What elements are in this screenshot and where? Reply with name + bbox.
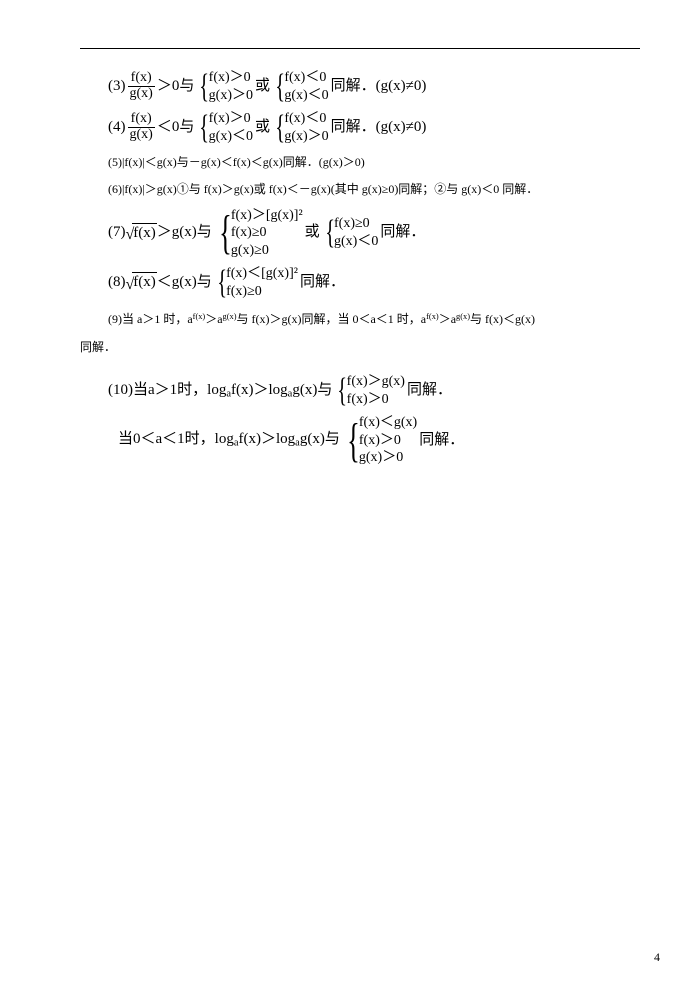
num-4: (4) [108,118,126,138]
page-number: 4 [654,950,660,965]
item-9: (9)当 a＞1 时，af(x)＞ag(x)与 f(x)＞g(x)同解，当 0＜… [80,306,640,332]
cases-8: { f(x)＜[g(x)]² f(x)≥0 [214,265,298,300]
cases-7a: { f(x)＞[g(x)]² f(x)≥0 g(x)≥0 [214,207,303,260]
num-3: (3) [108,77,126,97]
num-7: (7) [108,223,126,243]
item-10a: (10)当a＞1时，logaf(x)＞logag(x)与 { f(x)＞g(x)… [80,373,640,408]
item-10b: 当0＜a＜1时，logaf(x)＞logag(x)与 { f(x)＜g(x) f… [80,414,640,467]
cases-10b: { f(x)＜g(x) f(x)＞0 g(x)＞0 [342,414,417,467]
sqrt-7: √ f(x) [126,223,157,244]
cases-3b: { f(x)＜0 g(x)＜0 [272,69,329,104]
frac-3: f(x) g(x) [128,71,155,101]
sqrt-8: √ f(x) [126,272,157,293]
cases-7b: { f(x)≥0 g(x)＜0 [322,215,379,250]
item-6: (6)|f(x)|＞g(x)①与 f(x)＞g(x)或 f(x)＜－g(x)(其… [80,178,640,201]
top-rule [80,48,640,49]
item-9-tail: 同解． [80,336,640,359]
num-8: (8) [108,273,126,293]
item-3: (3) f(x) g(x) ＞0与 { f(x)＞0 g(x)＞0 或 { f(… [80,69,640,104]
cases-10a: { f(x)＞g(x) f(x)＞0 [334,373,405,408]
frac-4: f(x) g(x) [128,112,155,142]
item-8: (8) √ f(x) ＜g(x)与 { f(x)＜[g(x)]² f(x)≥0 … [80,265,640,300]
cases-4a: { f(x)＞0 g(x)＜0 [196,110,253,145]
cases-3a: { f(x)＞0 g(x)＞0 [196,69,253,104]
cases-4b: { f(x)＜0 g(x)＞0 [272,110,329,145]
item-5: (5)|f(x)|＜g(x)与－g(x)＜f(x)＜g(x)同解．(g(x)＞0… [80,151,640,174]
item-4: (4) f(x) g(x) ＜0与 { f(x)＞0 g(x)＜0 或 { f(… [80,110,640,145]
item-7: (7) √ f(x) ＞g(x)与 { f(x)＞[g(x)]² f(x)≥0 … [80,207,640,260]
page-content: (3) f(x) g(x) ＞0与 { f(x)＞0 g(x)＞0 或 { f(… [0,0,700,467]
